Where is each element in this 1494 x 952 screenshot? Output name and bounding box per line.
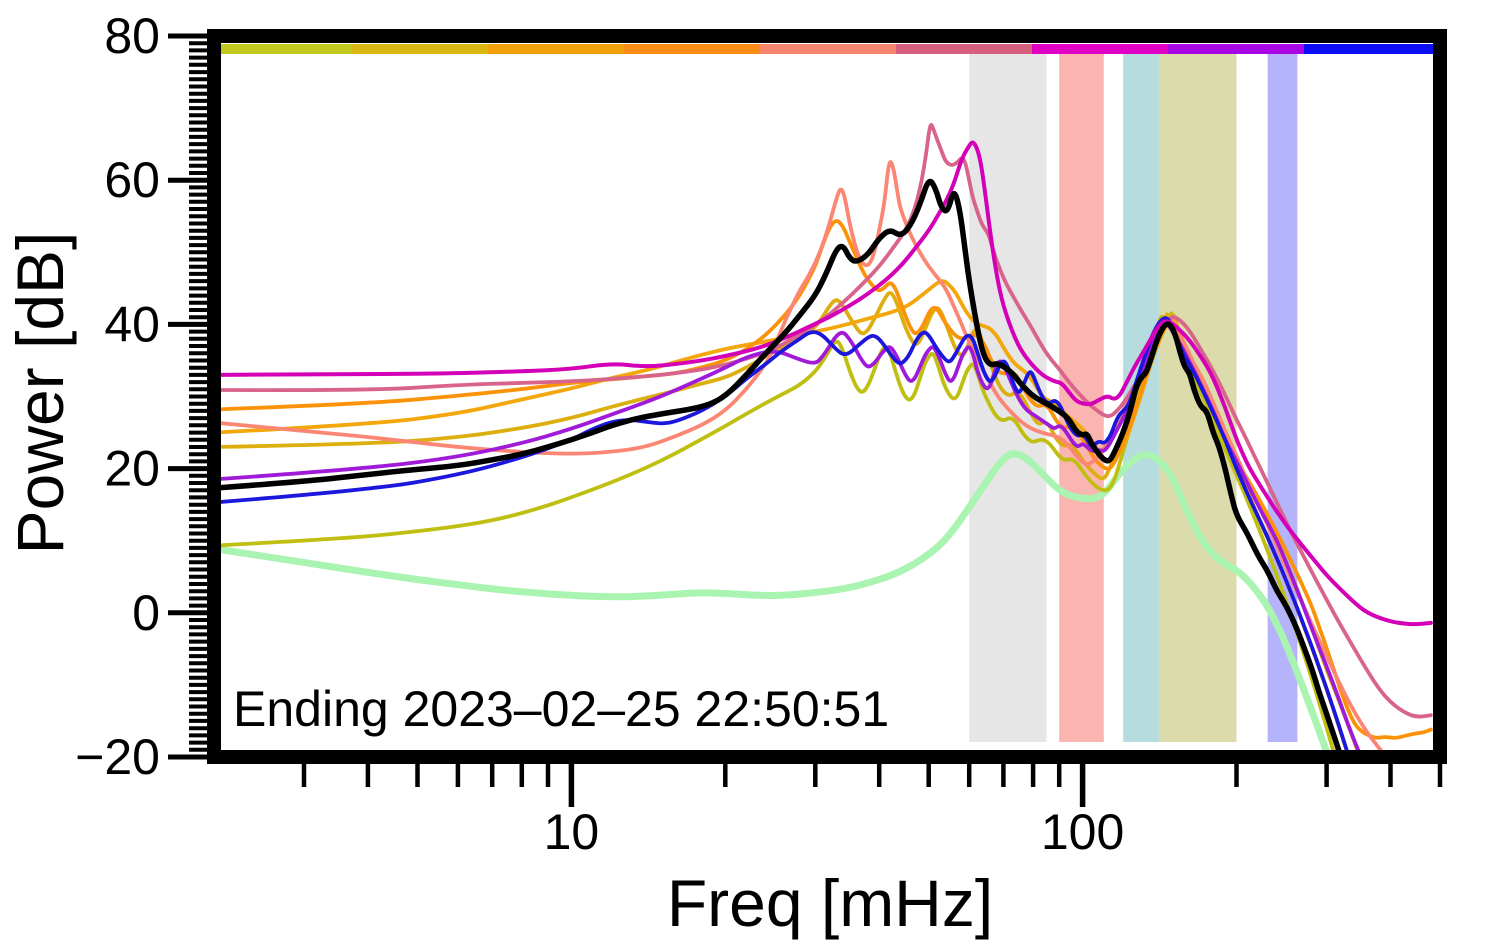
colorbar-segment-7 [1032, 44, 1169, 54]
ending-timestamp-annotation: Ending 2023–02–25 22:50:51 [233, 681, 890, 737]
shaded-bands [969, 54, 1298, 742]
band-lavender [1267, 54, 1298, 742]
x-tick-label: 10 [544, 804, 600, 860]
y-tick-label: 40 [104, 296, 160, 352]
colorbar-segment-6 [896, 44, 1033, 54]
x-axis-label: Freq [mHz] [666, 866, 994, 940]
spectra-curves [221, 123, 1433, 750]
colorbar-segment-3 [488, 44, 625, 54]
curve-trace-lightgreen [221, 450, 1330, 750]
y-tick-label: −20 [75, 729, 160, 785]
axis-ticks [168, 33, 1443, 807]
colorbar-segment-2 [352, 44, 489, 54]
y-tick-label: 80 [104, 8, 160, 64]
colorbar-segment-8 [1168, 44, 1305, 54]
colorbar-segment-1 [216, 44, 353, 54]
curve-trace-crimson [221, 123, 1433, 719]
colorbar-segment-9 [1304, 44, 1441, 54]
y-tick-label: 60 [104, 152, 160, 208]
x-tick-label: 100 [1041, 804, 1124, 860]
y-axis-label: Power [dB] [3, 231, 77, 555]
time-colorbar [216, 44, 1441, 54]
curve-trace-black-mean [221, 178, 1342, 750]
curve-trace-blue [221, 316, 1349, 750]
colorbar-segment-5 [760, 44, 897, 54]
plot-frame [207, 29, 1447, 764]
curve-trace-olive [221, 311, 1336, 750]
y-tick-label: 20 [104, 441, 160, 497]
y-tick-label: 0 [132, 585, 160, 641]
colorbar-segment-4 [624, 44, 761, 54]
tick-labels: 80 60 40 20 0 −20 10 100 [75, 8, 1124, 860]
curve-trace-magenta [221, 140, 1433, 627]
